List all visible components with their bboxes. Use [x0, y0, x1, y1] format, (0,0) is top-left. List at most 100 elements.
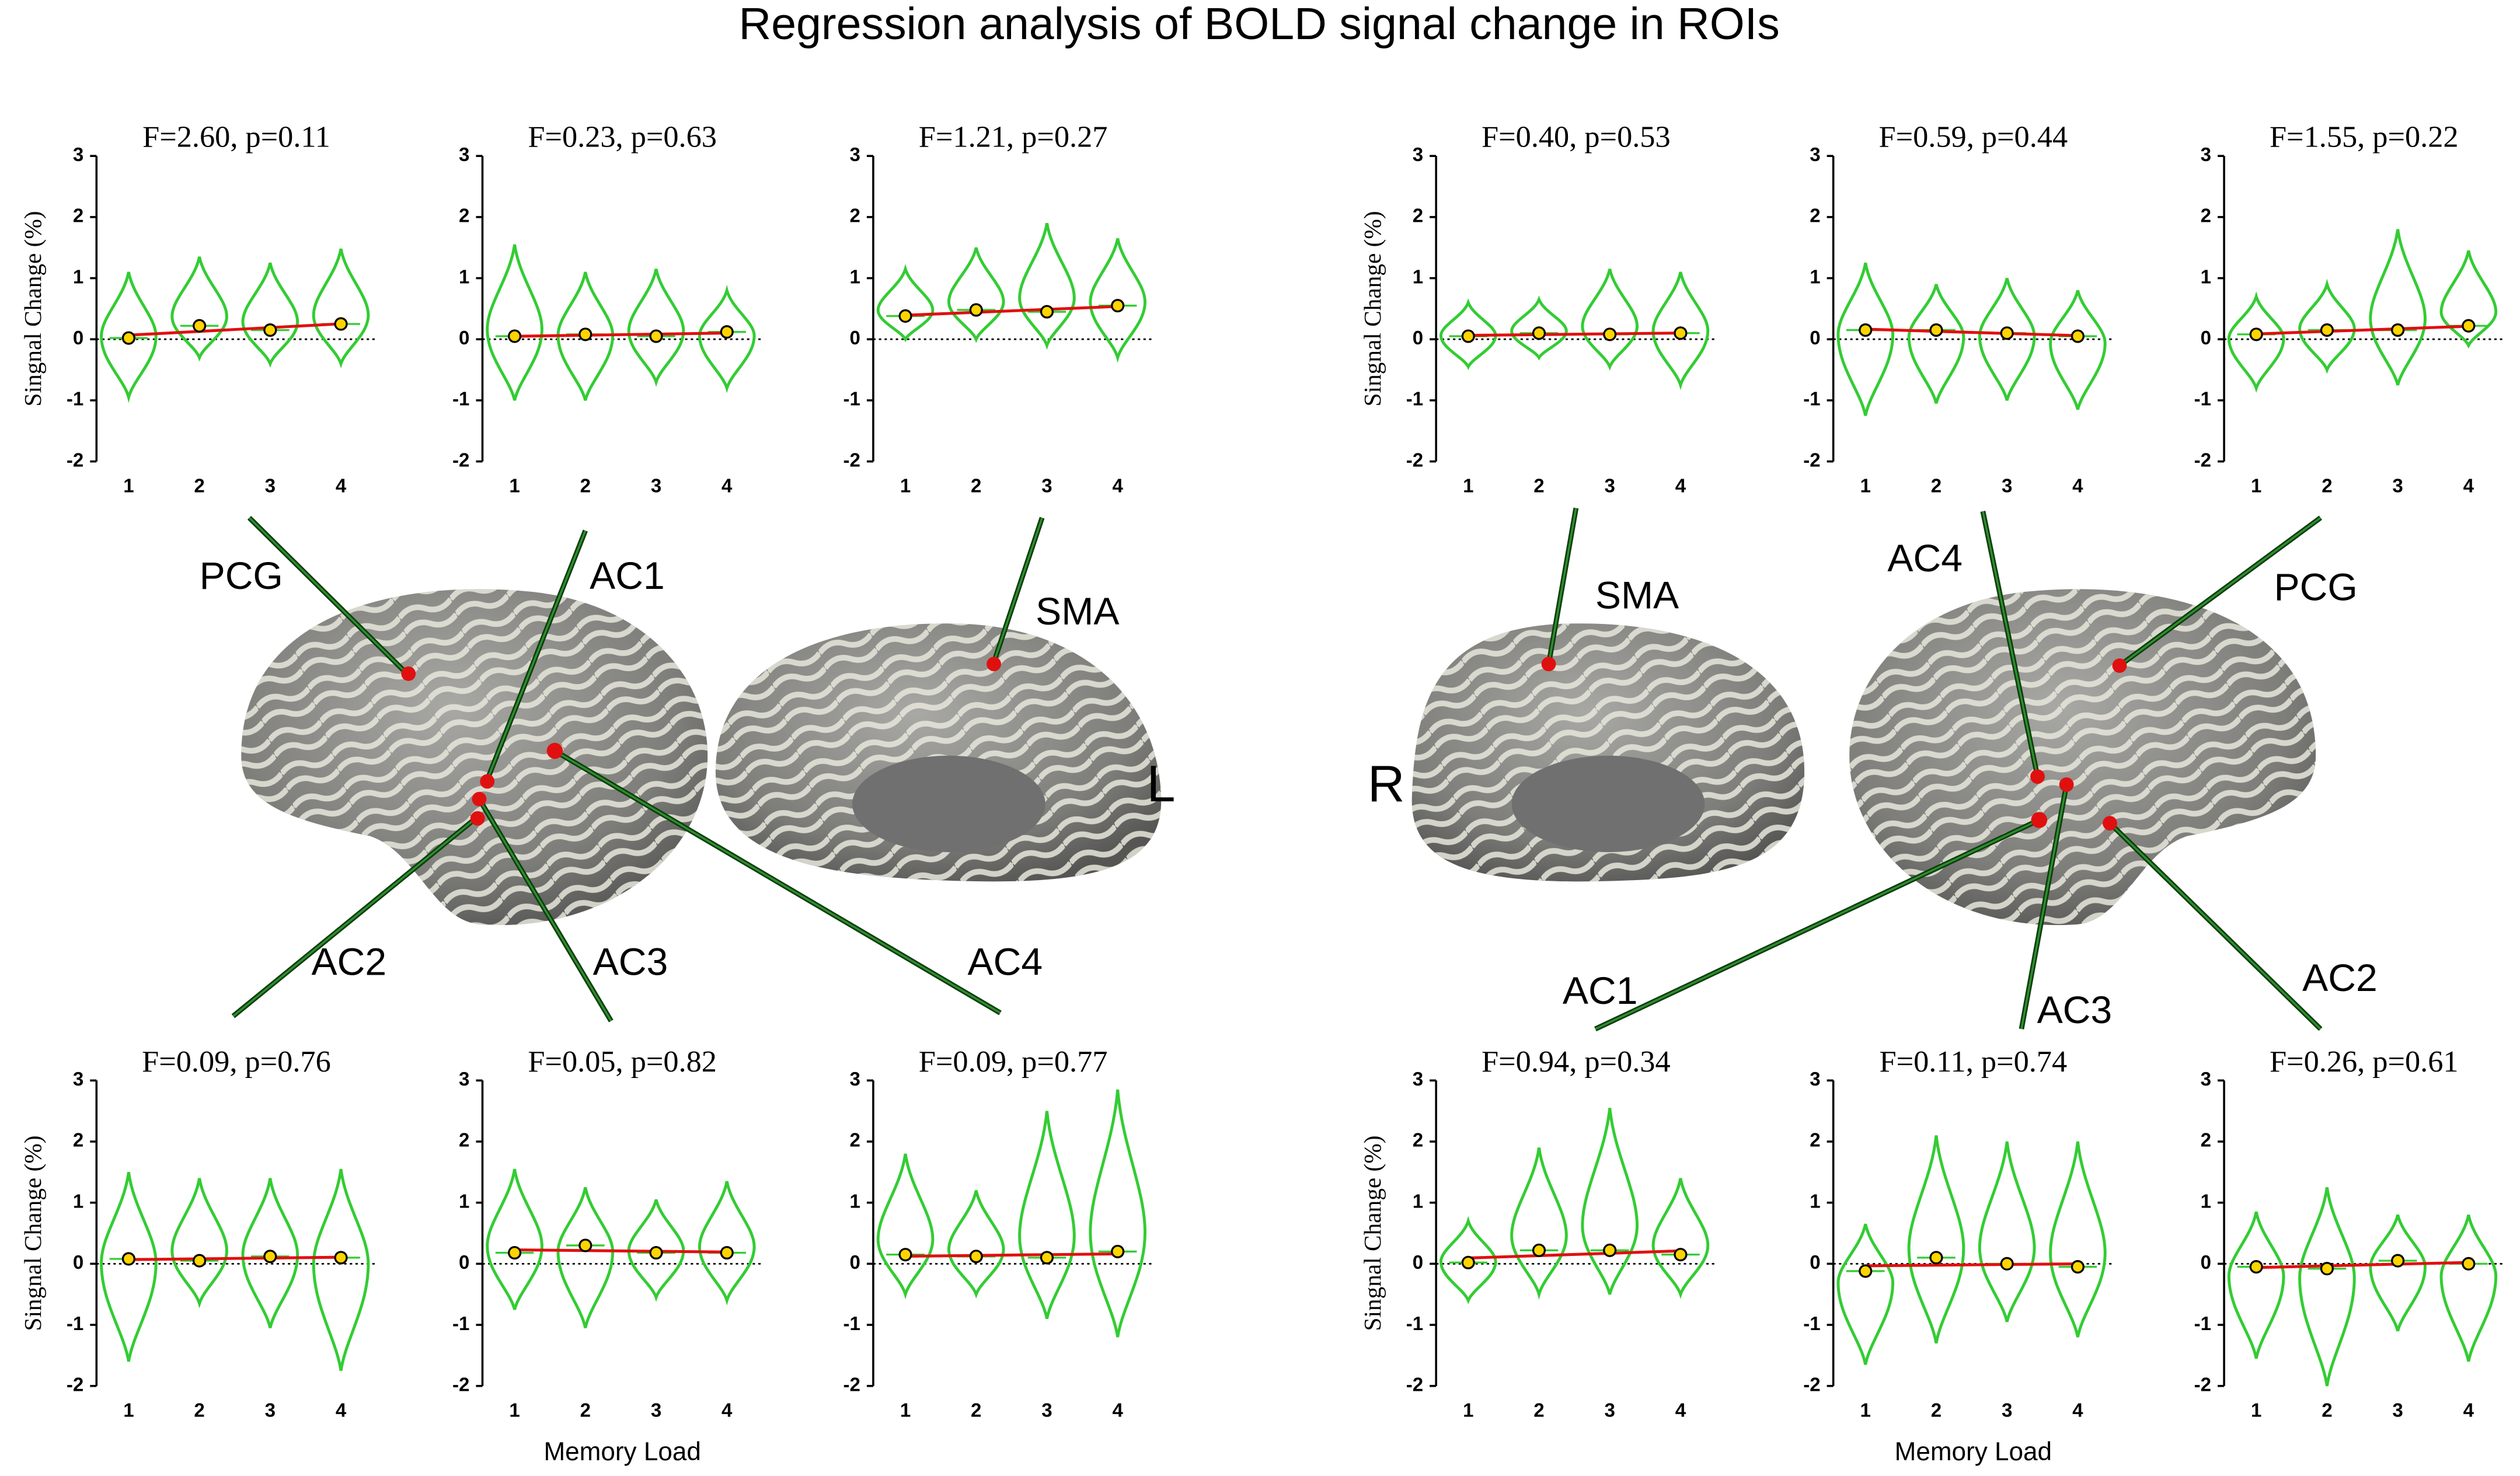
regression-line [905, 305, 1118, 317]
x-tick-label: 2 [971, 1400, 981, 1422]
violin [2369, 1214, 2427, 1332]
y-tick-label: -2 [2194, 1374, 2211, 1395]
x-tick-label: 2 [580, 1400, 591, 1422]
mean-dot [193, 1254, 207, 1268]
violin [486, 244, 543, 401]
y-tick-label: 3 [73, 144, 83, 166]
mean-dot [2320, 323, 2334, 337]
y-tick-label: 0 [1413, 1252, 1423, 1273]
regression-line [2256, 1261, 2469, 1269]
y-tick-label: 1 [850, 1191, 860, 1212]
figure-title: Regression analysis of BOLD signal chang… [738, 0, 1779, 49]
roi-dot [2059, 777, 2074, 792]
x-tick-label: 2 [1931, 475, 1942, 497]
x-tick-label: 4 [722, 1400, 733, 1422]
mean-dot [1674, 326, 1688, 340]
mean-dot [720, 1245, 734, 1260]
violin [100, 271, 158, 403]
violin [100, 1171, 158, 1362]
panel: F=0.59, p=0.44 -2 -1 0 1 2 3 1 2 3 4 [1803, 120, 2113, 497]
panel: F=0.40, p=0.53 -2 -1 0 1 2 3 Singnal Change (%)… [1359, 120, 1716, 497]
x-tick-label: 3 [2002, 475, 2012, 497]
roi-dot [480, 774, 495, 789]
violin [1907, 1135, 1965, 1344]
mean-dot [1929, 323, 1943, 337]
roi-label: AC4 [1887, 537, 1963, 580]
violin [1581, 268, 1639, 371]
violin [1439, 298, 1497, 370]
regression-line [1865, 327, 2078, 337]
violin [1836, 263, 1895, 416]
mean-dot [2249, 1260, 2263, 1274]
mean-dot [1111, 299, 1125, 313]
brain-pattern [241, 589, 708, 926]
y-tick-label: -1 [844, 1313, 860, 1335]
regression-line [2256, 324, 2469, 336]
x-tick-label: 4 [1675, 475, 1686, 497]
mean-dot [508, 329, 522, 343]
y-tick-label: -1 [67, 1313, 83, 1335]
y-tick-label: -2 [452, 449, 469, 471]
violin [1439, 1216, 1497, 1304]
roi-dot [2112, 658, 2127, 673]
roi-label: AC2 [2302, 957, 2378, 1000]
y-tick-label: 1 [2201, 1191, 2211, 1212]
y-axis-label: Singnal Change (%) [19, 211, 47, 406]
mean-dot [969, 303, 983, 317]
roi-dot [470, 811, 485, 826]
violin [1510, 295, 1568, 361]
y-tick-label: 1 [1413, 1191, 1423, 1212]
y-tick-label: -2 [1406, 449, 1423, 471]
panel-title: F=1.21, p=0.27 [919, 120, 1108, 154]
y-tick-label: 0 [459, 327, 469, 349]
mean-dot [1461, 329, 1475, 343]
violin [241, 262, 299, 368]
y-tick-label: 0 [850, 1252, 860, 1273]
panel: F=0.11, p=0.74 -2 -1 0 1 2 3 Memory Load 1 2 3 4 [1803, 1045, 2113, 1466]
roi-label: SMA [1036, 590, 1119, 633]
x-tick-label: 4 [2463, 475, 2474, 497]
mean-dot [1674, 1248, 1688, 1262]
panel-title: F=0.05, p=0.82 [528, 1045, 717, 1079]
x-tick-label: 1 [123, 475, 134, 497]
brain-medial-core [852, 755, 1045, 853]
y-tick-label: -2 [1406, 1374, 1423, 1395]
leader-line [232, 508, 2322, 1030]
panel: F=0.09, p=0.76 -2 -1 0 1 2 3 Singnal Change (%)… [19, 1045, 377, 1422]
violin [1651, 1178, 1710, 1299]
panel-title: F=0.23, p=0.63 [528, 120, 717, 154]
panel: F=0.26, p=0.61 -2 -1 0 1 2 3 1 2 3 4 [2194, 1045, 2504, 1422]
roi-dot [2030, 769, 2045, 784]
violin [1018, 222, 1076, 350]
mean-dot [1603, 327, 1617, 341]
brain-pattern [715, 623, 1162, 882]
x-tick-label: 1 [1860, 475, 1871, 497]
regression-line [514, 332, 727, 338]
y-axis-label: Singnal Change (%) [1359, 1135, 1386, 1331]
y-tick-label: 0 [459, 1252, 469, 1273]
violin [1581, 1108, 1639, 1295]
mean-dot [1859, 323, 1873, 337]
mean-dot [2320, 1262, 2334, 1276]
y-tick-label: 0 [1413, 327, 1423, 349]
x-tick-label: 4 [1112, 1400, 1123, 1422]
violin [698, 1181, 756, 1306]
x-axis-label: Memory Load [1895, 1437, 2052, 1466]
roi-dot [1541, 657, 1556, 672]
panel-title: F=0.59, p=0.44 [1879, 120, 2068, 154]
mean-dot [1111, 1244, 1125, 1258]
x-tick-label: 3 [651, 1400, 661, 1422]
panel: F=0.23, p=0.63 -2 -1 0 1 2 3 1 2 3 4 [452, 120, 762, 497]
violin [312, 1168, 370, 1371]
mean-dot [898, 309, 912, 323]
x-tick-label: 1 [900, 475, 911, 497]
x-tick-label: 1 [2251, 475, 2261, 497]
panel-title: F=2.60, p=0.11 [142, 120, 330, 154]
x-tick-label: 3 [1041, 475, 1052, 497]
x-tick-label: 4 [1675, 1400, 1686, 1422]
y-tick-label: 3 [1413, 144, 1423, 166]
roi-label: AC2 [312, 940, 387, 983]
roi-dot [472, 791, 487, 807]
y-tick-label: 1 [459, 1191, 469, 1212]
